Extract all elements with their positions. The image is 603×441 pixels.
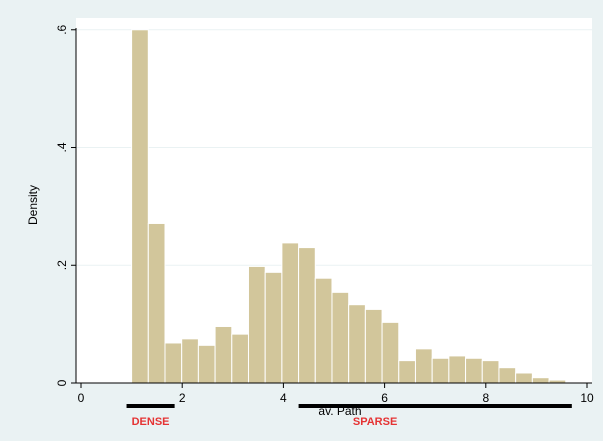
histogram-bar-16 (398, 360, 416, 384)
histogram-bar-15 (381, 321, 400, 384)
histogram-bar-20 (465, 357, 483, 384)
histogram-bar-7 (247, 265, 266, 384)
histogram-bar-12 (331, 291, 350, 384)
histogram-bar-2 (164, 342, 183, 384)
x-tick-labels: 0 2 4 6 8 10 (78, 391, 594, 405)
histogram-bar-24 (531, 377, 550, 384)
histogram-bar-3 (181, 338, 199, 384)
x-tick-label-2: 4 (280, 391, 287, 405)
y-tick-labels: 0 .2 .4 .6 (55, 24, 69, 386)
x-tick-label-3: 6 (381, 391, 388, 405)
histogram-bar-18 (431, 357, 450, 384)
x-tick-label-4: 8 (482, 391, 489, 405)
annotations: DENSE SPARSE (126, 404, 572, 428)
histogram-bar-10 (298, 247, 316, 384)
annotation-label-dense: DENSE (132, 416, 170, 428)
x-tick-label-1: 2 (179, 391, 186, 405)
histogram-bar-22 (498, 367, 517, 384)
y-tick-label-0: 0 (55, 379, 69, 386)
y-tick-label-2: .4 (55, 142, 69, 152)
histogram-bar-5 (214, 325, 233, 384)
histogram-bar-17 (414, 348, 433, 384)
histogram-bar-23 (515, 372, 533, 384)
histogram-bar-19 (448, 355, 467, 384)
y-tick-label-1: .2 (55, 260, 69, 270)
histogram-bar-1 (147, 222, 166, 384)
histogram-bars (131, 29, 567, 384)
histogram-bar-8 (264, 271, 283, 384)
axes (71, 28, 592, 388)
x-axis-title: av. Path (318, 404, 361, 418)
annotation-label-sparse: SPARSE (353, 416, 397, 428)
histogram-bar-9 (281, 242, 300, 384)
y-tick-label-3: .6 (55, 24, 69, 34)
histogram-bar-0 (131, 29, 149, 384)
y-axis-title: Density (26, 185, 40, 225)
histogram-bar-4 (197, 344, 216, 384)
histogram-bar-6 (231, 333, 249, 384)
x-tick-label-0: 0 (78, 391, 85, 405)
histogram-bar-11 (314, 277, 333, 384)
x-tick-label-5: 10 (580, 391, 594, 405)
histogram-bar-13 (348, 304, 366, 384)
histogram-bar-21 (481, 360, 500, 384)
histogram-bar-14 (364, 308, 383, 384)
